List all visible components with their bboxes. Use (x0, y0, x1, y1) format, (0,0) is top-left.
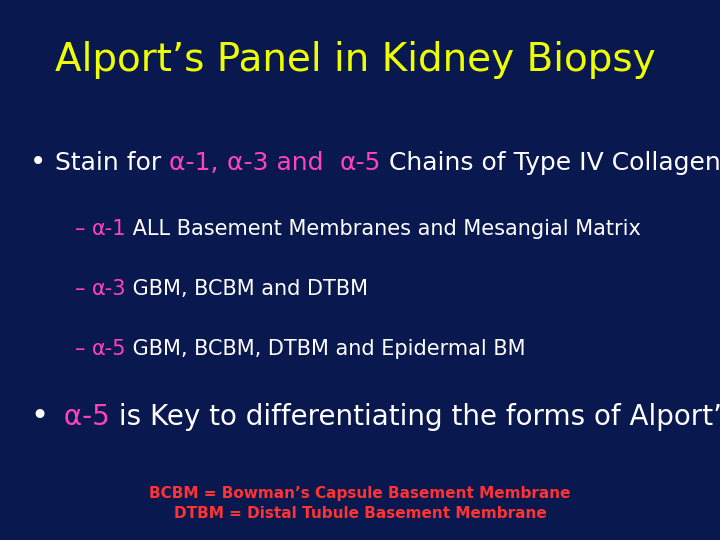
Text: α-1: α-1 (92, 219, 127, 239)
Text: GBM, BCBM, DTBM and Epidermal BM: GBM, BCBM, DTBM and Epidermal BM (127, 339, 526, 359)
Text: α-5: α-5 (92, 339, 127, 359)
Text: •: • (30, 402, 48, 431)
Text: –: – (75, 279, 92, 299)
Text: Chains of Type IV Collagen: Chains of Type IV Collagen (381, 151, 720, 175)
Text: •: • (30, 148, 46, 176)
Text: α-5: α-5 (55, 403, 109, 431)
Text: DTBM = Distal Tubule Basement Membrane: DTBM = Distal Tubule Basement Membrane (174, 506, 546, 521)
Text: GBM, BCBM and DTBM: GBM, BCBM and DTBM (127, 279, 369, 299)
Text: α-3 and: α-3 and (227, 151, 339, 175)
Text: –: – (75, 219, 92, 239)
Text: α-3: α-3 (92, 279, 127, 299)
Text: BCBM = Bowman’s Capsule Basement Membrane: BCBM = Bowman’s Capsule Basement Membran… (149, 486, 571, 501)
Text: α-5: α-5 (339, 151, 381, 175)
Text: Stain for: Stain for (55, 151, 169, 175)
Text: Alport’s Panel in Kidney Biopsy: Alport’s Panel in Kidney Biopsy (55, 41, 656, 79)
Text: α-1,: α-1, (169, 151, 227, 175)
Text: ALL Basement Membranes and Mesangial Matrix: ALL Basement Membranes and Mesangial Mat… (127, 219, 642, 239)
Text: is Key to differentiating the forms of Alport’s: is Key to differentiating the forms of A… (109, 403, 720, 431)
Text: –: – (75, 339, 92, 359)
